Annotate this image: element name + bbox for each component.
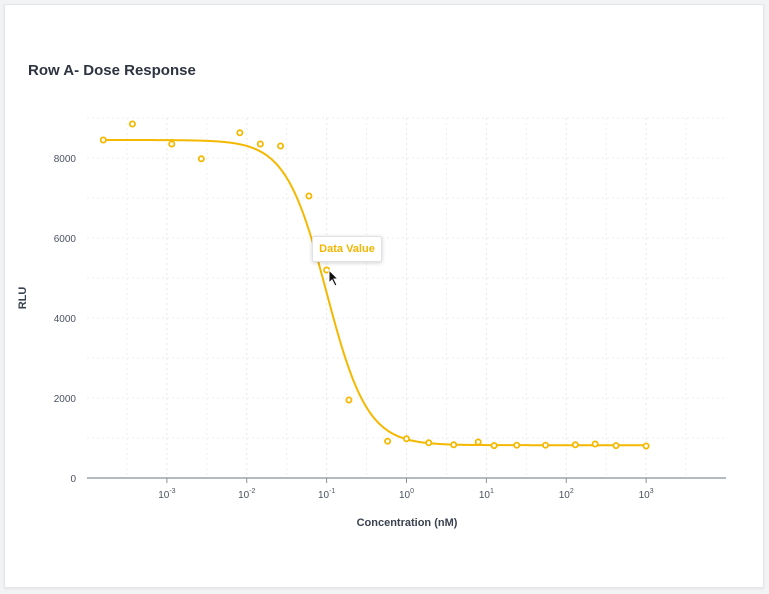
y-tick-label: 6000 xyxy=(54,234,77,245)
data-point xyxy=(384,437,392,445)
data-point xyxy=(236,129,244,137)
data-point xyxy=(542,441,550,449)
data-point xyxy=(168,140,176,148)
chart-title: Row A- Dose Response xyxy=(28,62,196,79)
data-point xyxy=(474,438,482,446)
data-point xyxy=(490,442,498,450)
y-tick-label: 4000 xyxy=(54,314,77,325)
data-tooltip: Data Value xyxy=(312,236,382,262)
chart-card xyxy=(4,4,764,588)
data-point xyxy=(256,140,264,148)
x-axis-label: Concentration (nM) xyxy=(357,517,458,529)
x-tick-label: 101 xyxy=(479,488,494,501)
y-tick-label: 8000 xyxy=(54,154,77,165)
axes xyxy=(87,477,726,483)
data-point xyxy=(99,136,107,144)
data-point xyxy=(128,120,136,128)
grid-lines xyxy=(87,117,726,478)
y-tick-label: 0 xyxy=(70,474,76,485)
data-point xyxy=(612,442,620,450)
data-point xyxy=(642,442,650,450)
data-point xyxy=(197,155,205,163)
mouse-cursor-icon xyxy=(328,269,340,287)
fit-curve xyxy=(103,139,647,447)
x-tick-label: 103 xyxy=(639,488,654,501)
y-tick-label: 2000 xyxy=(54,394,77,405)
x-tick-label: 10-3 xyxy=(158,488,175,501)
x-tick-label: 100 xyxy=(399,488,414,501)
data-point xyxy=(305,192,313,200)
data-point xyxy=(277,142,285,150)
x-tick-label: 10-1 xyxy=(318,488,335,501)
x-tick-label: 102 xyxy=(559,488,574,501)
y-axis-label: RLU xyxy=(17,287,29,310)
data-points xyxy=(99,120,650,450)
x-tick-label: 10-2 xyxy=(238,488,255,501)
data-point xyxy=(402,435,410,443)
tick-labels: 0 2000 4000 6000 8000 10-3 10-2 10-1 100 101 102 10… xyxy=(54,154,654,501)
data-point xyxy=(450,441,458,449)
data-point xyxy=(591,440,599,448)
data-point xyxy=(425,439,433,447)
data-point xyxy=(571,441,579,449)
data-point xyxy=(513,441,521,449)
data-point xyxy=(345,396,353,404)
